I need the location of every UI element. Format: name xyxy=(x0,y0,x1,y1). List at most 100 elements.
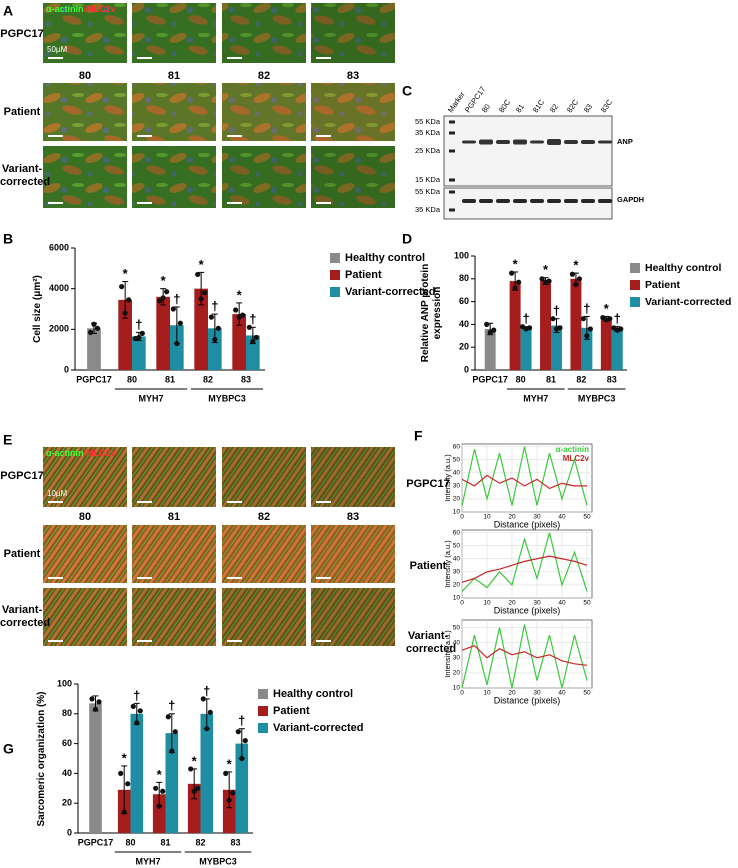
legend-label: MLC2v xyxy=(563,454,590,463)
lane-label: 82 xyxy=(548,102,560,114)
x-tick-label: 81 xyxy=(546,374,556,384)
micrograph xyxy=(311,3,395,63)
anp-band xyxy=(581,140,595,144)
anp-band xyxy=(462,140,476,144)
lane-label: 83C xyxy=(599,97,615,114)
micrograph-shade xyxy=(222,83,306,141)
data-point xyxy=(204,726,210,732)
data-point xyxy=(584,333,590,339)
x-axis-title: Distance (pixels) xyxy=(494,519,561,529)
data-point xyxy=(137,708,143,714)
column-label: 82 xyxy=(258,511,270,523)
group-label: MYH7 xyxy=(135,856,160,866)
x-tick-label: 40 xyxy=(558,690,566,697)
data-point xyxy=(207,709,213,715)
x-tick-label: PGPC17 xyxy=(78,837,114,847)
x-tick-label: 30 xyxy=(533,690,541,697)
micrograph xyxy=(311,525,395,583)
blot-anp xyxy=(443,115,613,187)
significance-mark: * xyxy=(573,258,579,273)
data-point xyxy=(509,270,515,276)
micrograph-shade xyxy=(132,447,216,507)
bar xyxy=(581,327,593,370)
micrograph xyxy=(311,447,395,507)
legend-label: Healthy control xyxy=(645,262,722,274)
y-tick-label: 0 xyxy=(464,364,469,374)
data-point xyxy=(250,338,256,345)
panel-letter: D xyxy=(402,231,412,247)
legend-label: Variant-corrected xyxy=(273,722,363,734)
gapdh-band xyxy=(479,199,493,203)
data-point xyxy=(125,781,131,787)
y-tick-label: 30 xyxy=(453,654,461,661)
bar xyxy=(165,733,179,833)
bar xyxy=(551,325,562,370)
y-tick-label: 20 xyxy=(453,582,461,589)
x-tick-label: 0 xyxy=(460,690,464,697)
data-point xyxy=(240,312,246,318)
data-point xyxy=(160,295,166,301)
target-label: ANP xyxy=(617,137,633,146)
x-tick-label: 82 xyxy=(576,374,586,384)
legend-label: Variant-corrected xyxy=(345,286,435,298)
ladder-label: 25 KDa xyxy=(415,146,441,155)
lane-label: 80C xyxy=(497,97,513,114)
row-label: Variant-corrected xyxy=(0,604,51,629)
data-point xyxy=(239,755,245,762)
lane-label: 82C xyxy=(565,97,581,114)
x-tick-label: 0 xyxy=(460,600,464,607)
data-point xyxy=(130,703,136,709)
bar xyxy=(570,278,582,370)
y-tick-label: 100 xyxy=(454,250,469,260)
y-tick-label: 4000 xyxy=(49,283,69,293)
y-tick-label: 2000 xyxy=(49,324,69,334)
y-tick-label: 60 xyxy=(62,738,72,748)
column-label: 82 xyxy=(258,70,270,82)
data-point xyxy=(607,316,613,322)
row-label: PGPC17 xyxy=(0,470,44,482)
ladder-band xyxy=(449,120,455,124)
legend-swatch xyxy=(330,253,340,263)
legend-label: Patient xyxy=(345,269,382,281)
significance-mark: * xyxy=(192,753,198,768)
data-point xyxy=(153,785,159,791)
data-point xyxy=(246,324,252,330)
data-point xyxy=(91,321,97,327)
micrograph xyxy=(43,525,127,583)
data-point xyxy=(208,314,214,320)
row-label: Patient xyxy=(409,560,447,572)
group-label: MYH7 xyxy=(523,393,548,403)
micrograph xyxy=(43,146,127,208)
ladder-band xyxy=(449,131,455,135)
bar xyxy=(208,328,222,370)
intensity-line xyxy=(461,624,588,689)
micrograph-shade xyxy=(132,146,216,208)
data-point xyxy=(235,729,241,735)
micrograph-shade xyxy=(43,588,127,646)
y-tick-label: 6000 xyxy=(49,242,69,252)
panel-letter: C xyxy=(402,83,412,99)
data-point xyxy=(164,289,170,295)
micrograph xyxy=(132,525,216,583)
legend-label: Healthy control xyxy=(273,688,353,700)
gapdh-band xyxy=(564,199,578,203)
y-axis-title: Intensity (a.u.) xyxy=(443,540,452,588)
row-label: Patient xyxy=(3,106,41,118)
significance-mark: † xyxy=(173,291,180,306)
data-point xyxy=(212,336,218,343)
micrograph xyxy=(132,588,216,646)
y-tick-label: 20 xyxy=(453,670,461,677)
legend-label: α-actinin xyxy=(556,445,589,454)
x-tick-label: 83 xyxy=(607,374,617,384)
y-tick-label: 10 xyxy=(453,595,461,602)
data-point xyxy=(580,316,586,322)
bar xyxy=(87,328,101,370)
y-tick-label: 10 xyxy=(453,685,461,692)
plot-frame xyxy=(461,529,593,599)
data-point xyxy=(526,325,533,331)
y-tick-label: 20 xyxy=(62,798,72,808)
data-point xyxy=(569,271,576,277)
data-point xyxy=(491,327,497,333)
